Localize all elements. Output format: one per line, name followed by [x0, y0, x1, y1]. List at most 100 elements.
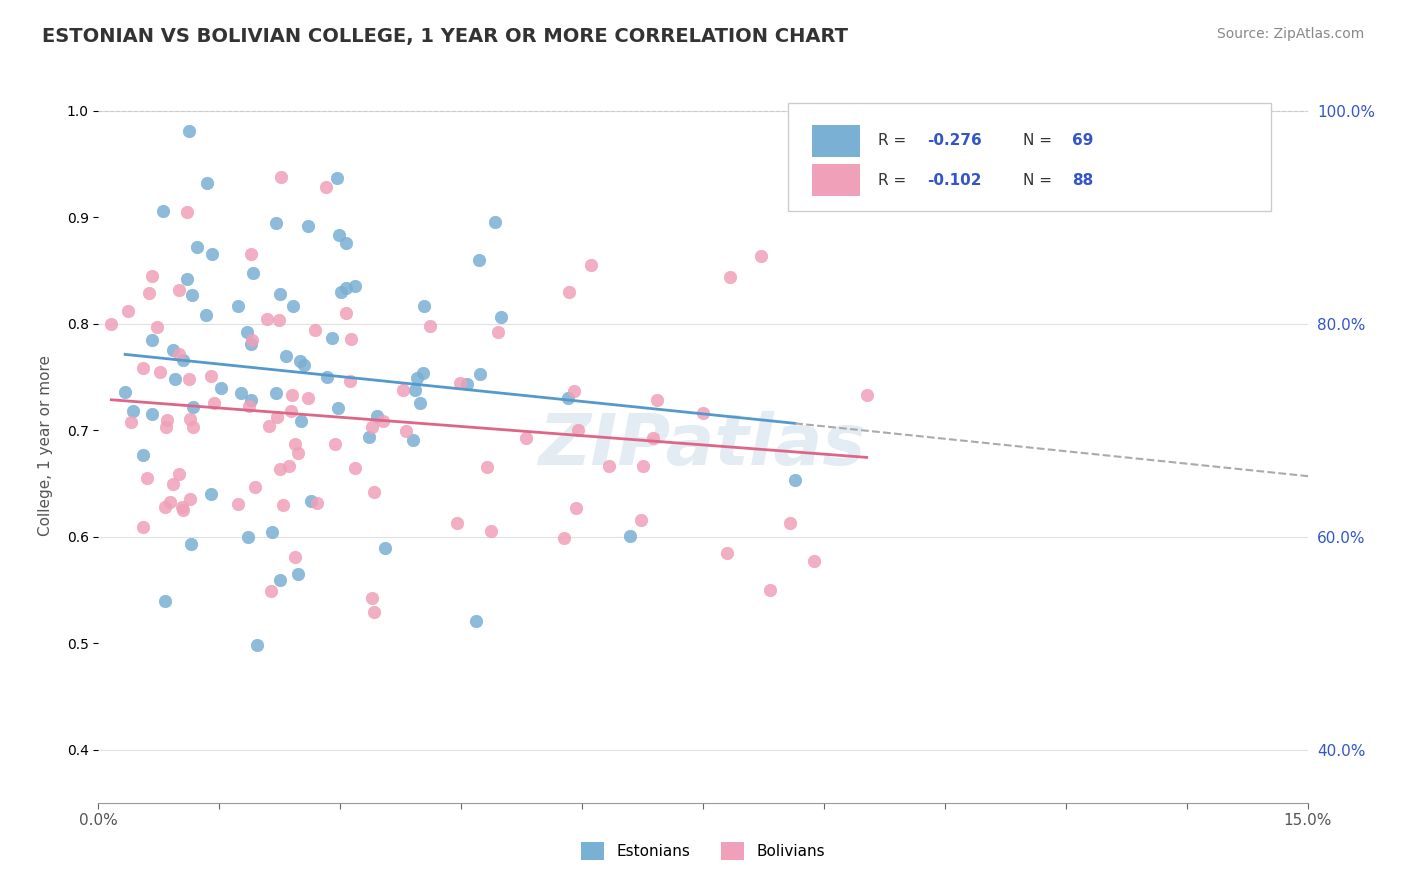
- Bolivians: [167, 283, 190, 297]
- Bolivians: [240, 334, 263, 348]
- Estonians: [165, 372, 187, 386]
- Estonians: [240, 337, 263, 351]
- Estonians: [290, 413, 312, 427]
- Bolivians: [202, 395, 225, 409]
- Bolivians: [162, 477, 184, 491]
- Estonians: [246, 638, 269, 652]
- Bolivians: [558, 285, 581, 300]
- Bolivians: [281, 387, 304, 401]
- Bolivians: [120, 415, 142, 429]
- Bolivians: [363, 485, 385, 500]
- FancyBboxPatch shape: [787, 103, 1271, 211]
- Estonians: [186, 240, 208, 254]
- Bolivians: [450, 376, 472, 390]
- Bolivians: [479, 524, 502, 539]
- Estonians: [335, 236, 357, 251]
- Bolivians: [716, 546, 738, 560]
- Bolivians: [141, 268, 163, 283]
- Bolivians: [363, 606, 385, 620]
- Estonians: [326, 170, 349, 185]
- Estonians: [288, 354, 311, 368]
- Estonians: [283, 299, 305, 313]
- Estonians: [412, 299, 434, 313]
- Bolivians: [278, 458, 301, 473]
- Bolivians: [153, 500, 176, 515]
- Bolivians: [267, 313, 290, 327]
- Bolivians: [343, 461, 366, 475]
- Estonians: [409, 396, 432, 410]
- Bolivians: [169, 347, 191, 361]
- Estonians: [412, 366, 434, 380]
- Estonians: [236, 325, 259, 339]
- Estonians: [201, 247, 224, 261]
- Bolivians: [579, 258, 602, 272]
- Estonians: [141, 333, 163, 347]
- Estonians: [359, 430, 381, 444]
- Bolivians: [304, 323, 326, 337]
- Estonians: [299, 493, 322, 508]
- Bolivians: [132, 361, 155, 376]
- Estonians: [484, 215, 506, 229]
- Estonians: [328, 227, 350, 242]
- Bolivians: [749, 248, 772, 262]
- Bolivians: [155, 420, 177, 434]
- Bolivians: [643, 431, 665, 445]
- Bolivians: [170, 500, 193, 514]
- Bolivians: [287, 445, 309, 459]
- Bolivians: [259, 418, 281, 433]
- Bolivians: [645, 392, 668, 407]
- Estonians: [176, 272, 198, 286]
- Bolivians: [117, 303, 139, 318]
- Estonians: [132, 448, 155, 462]
- Bolivians: [360, 591, 382, 605]
- Estonians: [464, 614, 486, 628]
- Estonians: [228, 300, 250, 314]
- Bolivians: [315, 180, 337, 194]
- Bolivians: [138, 285, 160, 300]
- Bolivians: [335, 306, 357, 320]
- Bolivians: [156, 413, 179, 427]
- Estonians: [292, 358, 315, 372]
- Bolivians: [226, 497, 249, 511]
- Estonians: [236, 530, 259, 544]
- Bolivians: [238, 399, 260, 413]
- Y-axis label: College, 1 year or more: College, 1 year or more: [38, 356, 53, 536]
- Estonians: [162, 343, 184, 357]
- Bolivians: [630, 513, 652, 527]
- Bolivians: [270, 170, 292, 185]
- Bolivians: [779, 516, 801, 530]
- Text: R =: R =: [879, 133, 911, 148]
- Bolivians: [245, 480, 267, 494]
- Estonians: [260, 524, 283, 539]
- Estonians: [287, 567, 309, 582]
- Estonians: [177, 124, 200, 138]
- Estonians: [242, 266, 264, 280]
- Estonians: [180, 537, 202, 551]
- Estonians: [121, 404, 143, 418]
- Bolivians: [340, 332, 363, 346]
- Estonians: [229, 385, 252, 400]
- Bolivians: [515, 432, 537, 446]
- Estonians: [172, 353, 194, 368]
- Bolivians: [297, 391, 319, 405]
- Bolivians: [200, 368, 222, 383]
- Text: N =: N =: [1024, 173, 1057, 188]
- Estonians: [183, 401, 205, 415]
- Bolivians: [280, 404, 302, 418]
- Text: ESTONIAN VS BOLIVIAN COLLEGE, 1 YEAR OR MORE CORRELATION CHART: ESTONIAN VS BOLIVIAN COLLEGE, 1 YEAR OR …: [42, 27, 848, 45]
- Estonians: [276, 349, 298, 363]
- Estonians: [467, 253, 489, 268]
- Bolivians: [179, 411, 201, 425]
- Bolivians: [132, 520, 155, 534]
- Bolivians: [371, 414, 394, 428]
- Bolivians: [284, 549, 307, 564]
- Estonians: [344, 278, 367, 293]
- Bolivians: [360, 420, 382, 434]
- Bar: [811, 164, 860, 196]
- Estonians: [240, 392, 263, 407]
- Estonians: [619, 529, 641, 543]
- Estonians: [269, 573, 291, 587]
- Bolivians: [181, 419, 204, 434]
- Estonians: [468, 368, 491, 382]
- Text: 88: 88: [1071, 173, 1092, 188]
